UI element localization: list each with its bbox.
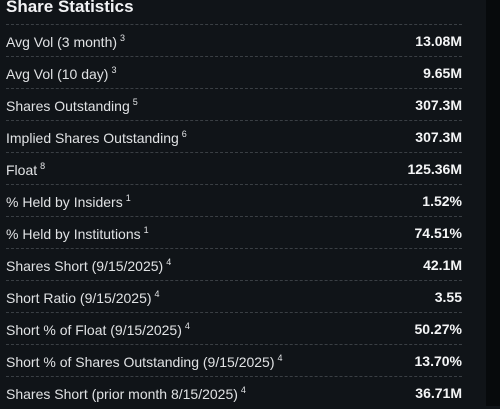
footnote-marker: 6 [181,128,187,139]
footnote-marker: 8 [40,160,46,171]
stat-label-cell: Avg Vol (3 month) 3 [6,33,125,50]
stat-label-cell: Short % of Float (9/15/2025) 4 [6,321,190,338]
stat-row: Implied Shares Outstanding 6 307.3M [6,120,462,153]
footnote-marker: 3 [111,64,117,75]
stat-row: % Held by Insiders 1 1.52% [6,184,462,217]
stat-row: Short % of Float (9/15/2025) 4 50.27% [6,312,462,345]
stat-label-cell: Shares Outstanding 5 [6,97,138,114]
stat-row: Shares Outstanding 5 307.3M [6,88,462,121]
stat-value: 50.27% [414,321,462,337]
stat-label-cell: Short Ratio (9/15/2025) 4 [6,289,160,306]
footnote-marker: 1 [143,224,149,235]
stat-label: Short % of Shares Outstanding (9/15/2025… [6,353,275,370]
footnote-marker: 4 [166,256,172,267]
stat-label-cell: Short % of Shares Outstanding (9/15/2025… [6,353,283,370]
stat-value: 13.08M [415,33,462,49]
stat-label: % Held by Institutions [6,225,141,242]
stat-label: Shares Outstanding [6,97,130,114]
stat-label-cell: Shares Short (9/15/2025) 4 [6,257,171,274]
stat-label-cell: Avg Vol (10 day) 3 [6,65,117,82]
stat-label: Shares Short (9/15/2025) [6,257,164,274]
stat-value: 13.70% [414,353,462,369]
stat-label: Implied Shares Outstanding [6,129,179,146]
stat-value: 36.71M [415,385,462,401]
stat-value: 9.65M [423,65,462,81]
stat-label-cell: Float 8 [6,161,45,178]
stat-value: 42.1M [423,257,462,273]
stat-row: % Held by Institutions 1 74.51% [6,216,462,249]
stat-value: 1.52% [422,193,462,209]
stat-value: 125.36M [407,161,462,177]
stat-label: Shares Short (prior month 8/15/2025) [6,385,238,402]
stat-label-cell: % Held by Insiders 1 [6,193,131,210]
footnote-marker: 4 [240,384,246,395]
stat-row: Avg Vol (10 day) 3 9.65M [6,56,462,89]
stat-label: % Held by Insiders [6,193,123,210]
stat-label: Float [6,161,38,178]
stat-value: 307.3M [415,97,462,113]
stat-label: Short % of Float (9/15/2025) [6,321,182,338]
stat-value: 3.55 [434,289,462,305]
stat-label: Short Ratio (9/15/2025) [6,289,152,306]
stat-label-cell: % Held by Institutions 1 [6,225,149,242]
stat-label-cell: Implied Shares Outstanding 6 [6,129,187,146]
stat-row: Shares Short (prior month 8/15/2025) 4 36.… [6,376,462,409]
stat-row: Short Ratio (9/15/2025) 4 3.55 [6,280,462,313]
share-statistics-panel: Share Statistics Avg Vol (3 month) 3 13.08… [6,0,462,409]
stat-row: Avg Vol (3 month) 3 13.08M [6,24,462,57]
stat-row: Short % of Shares Outstanding (9/15/2025… [6,344,462,377]
stat-label-cell: Shares Short (prior month 8/15/2025) 4 [6,385,246,402]
stat-row: Shares Short (9/15/2025) 4 42.1M [6,248,462,281]
footnote-marker: 4 [184,320,190,331]
stat-value: 307.3M [415,129,462,145]
footnote-marker: 4 [154,288,160,299]
stat-row: Float 8 125.36M [6,152,462,185]
stat-value: 74.51% [414,225,462,241]
footnote-marker: 3 [120,32,126,43]
section-title: Share Statistics [6,0,134,16]
scrollbar [486,0,500,406]
footnote-marker: 4 [277,352,283,363]
stat-label: Avg Vol (10 day) [6,65,109,82]
footnote-marker: 1 [125,192,131,203]
footnote-marker: 5 [132,96,138,107]
stat-label: Avg Vol (3 month) [6,33,118,50]
